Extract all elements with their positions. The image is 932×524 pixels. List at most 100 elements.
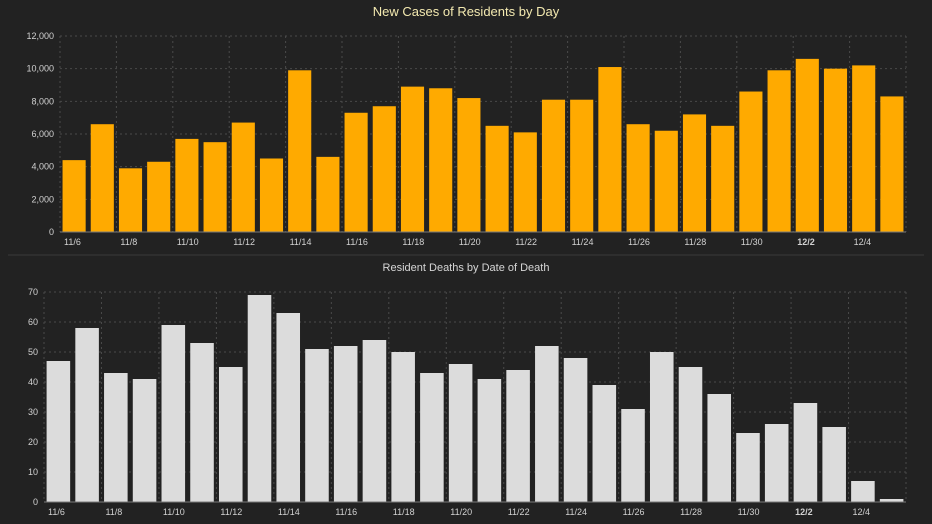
deaths-bar-12-2[interactable] (793, 403, 818, 502)
cases-bar-11-17[interactable] (372, 106, 396, 232)
deaths-bar-12-5[interactable] (879, 499, 904, 502)
deaths-bar-11-29[interactable] (707, 394, 732, 502)
deaths-x-tick-label: 12/4 (853, 507, 871, 517)
cases-bar-11-19[interactable] (429, 88, 453, 233)
cases-y-tick-label: 10,000 (26, 64, 54, 74)
deaths-bar-11-18[interactable] (391, 352, 415, 502)
deaths-bar-12-4[interactable] (851, 481, 875, 502)
deaths-bar-11-26[interactable] (621, 409, 645, 502)
deaths-bar-12-1[interactable] (764, 424, 789, 502)
cases-x-tick-label: 11/30 (741, 237, 763, 247)
deaths-bar-11-7[interactable] (75, 328, 99, 502)
cases-bar-11-16[interactable] (344, 112, 368, 232)
cases-x-tick-label: 11/8 (120, 237, 137, 247)
deaths-bar-11-12[interactable] (218, 367, 243, 502)
cases-bar-11-15[interactable] (316, 156, 340, 232)
cases-bar-11-27[interactable] (654, 130, 678, 232)
deaths-y-tick-label: 50 (28, 347, 38, 357)
deaths-x-tick-label: 11/22 (508, 507, 530, 517)
deaths-x-tick-label: 11/10 (163, 507, 185, 517)
cases-bar-12-1[interactable] (767, 70, 791, 232)
cases-bar-11-10[interactable] (175, 138, 199, 232)
cases-bar-11-12[interactable] (231, 122, 255, 232)
deaths-chart-title: Resident Deaths by Date of Death (383, 262, 550, 274)
cases-x-tick-label: 11/22 (515, 237, 537, 247)
cases-y-tick-label: 6,000 (31, 129, 54, 139)
deaths-bar-11-11[interactable] (190, 343, 214, 502)
cases-bar-11-13[interactable] (259, 158, 284, 233)
deaths-x-tick-label: 11/14 (278, 507, 300, 517)
deaths-bar-12-3[interactable] (822, 427, 846, 502)
new-cases-chart: New Cases of Residents by Day 0 2,000 4,000… (26, 4, 907, 247)
deaths-bar-11-24[interactable] (563, 358, 588, 502)
cases-bar-11-20[interactable] (457, 98, 481, 232)
deaths-bar-11-23[interactable] (535, 346, 559, 502)
cases-bar-12-2[interactable] (795, 58, 819, 233)
deaths-y-tick-label: 70 (28, 287, 38, 297)
deaths-bar-11-27[interactable] (649, 352, 674, 502)
cases-bar-11-24[interactable] (570, 99, 594, 232)
deaths-x-tick-label: 11/8 (105, 507, 122, 517)
deaths-x-tick-label: 11/16 (335, 507, 357, 517)
cases-bar-11-21[interactable] (485, 125, 509, 232)
cases-bar-11-11[interactable] (203, 142, 227, 232)
deaths-bar-11-20[interactable] (448, 364, 473, 502)
cases-y-tick-label: 12,000 (26, 31, 54, 41)
cases-x-tick-label: 11/28 (684, 237, 706, 247)
deaths-x-tick-label: 12/2 (795, 507, 813, 517)
deaths-bar-11-15[interactable] (305, 349, 329, 502)
cases-x-tick-label: 11/24 (572, 237, 594, 247)
cases-bar-11-14[interactable] (288, 70, 312, 232)
cases-bar-11-29[interactable] (711, 125, 735, 232)
cases-bar-11-28[interactable] (682, 114, 707, 232)
deaths-bar-11-14[interactable] (276, 313, 301, 502)
cases-x-tick-label: 11/18 (402, 237, 424, 247)
cases-y-tick-label: 8,000 (31, 96, 54, 106)
deaths-bar-11-28[interactable] (678, 367, 703, 502)
deaths-x-tick-label: 11/30 (738, 507, 760, 517)
cases-bar-11-7[interactable] (90, 124, 114, 232)
deaths-bar-11-9[interactable] (132, 379, 157, 502)
deaths-bar-11-17[interactable] (362, 340, 387, 502)
deaths-y-tick-label: 40 (28, 377, 38, 387)
cases-bar-11-6[interactable] (62, 160, 86, 232)
cases-bar-11-26[interactable] (626, 124, 650, 232)
deaths-bar-11-22[interactable] (506, 370, 530, 502)
cases-bar-12-4[interactable] (852, 65, 876, 233)
cases-bar-11-8[interactable] (118, 168, 143, 232)
deaths-bar-11-30[interactable] (736, 433, 760, 502)
cases-bar-12-3[interactable] (823, 68, 848, 232)
deaths-x-tick-label: 11/26 (623, 507, 645, 517)
deaths-bar-11-8[interactable] (104, 373, 128, 502)
deaths-bar-11-13[interactable] (247, 295, 272, 502)
cases-bar-11-22[interactable] (513, 132, 537, 232)
deaths-bar-11-16[interactable] (333, 346, 358, 502)
cases-bar-11-25[interactable] (598, 67, 622, 232)
deaths-bar-11-25[interactable] (592, 385, 617, 502)
cases-x-tick-label: 11/12 (233, 237, 255, 247)
cases-x-tick-label: 11/26 (628, 237, 650, 247)
cases-bar-11-18[interactable] (400, 86, 425, 232)
deaths-y-tick-label: 60 (28, 317, 38, 327)
cases-bar-11-9[interactable] (147, 161, 171, 232)
cases-y-tick-label: 2,000 (31, 194, 54, 204)
deaths-y-tick-label: 10 (28, 467, 38, 477)
deaths-x-tick-label: 11/20 (450, 507, 472, 517)
cases-y-tick-label: 4,000 (31, 162, 54, 172)
cases-bar-12-5[interactable] (880, 96, 904, 233)
deaths-y-tick-label: 0 (33, 497, 38, 507)
cases-x-tick-label: 11/6 (64, 237, 81, 247)
deaths-bar-11-21[interactable] (477, 379, 502, 502)
cases-bar-11-30[interactable] (739, 91, 763, 232)
deaths-x-tick-label: 11/28 (680, 507, 702, 517)
deaths-bar-11-6[interactable] (46, 361, 71, 502)
deaths-x-tick-label: 11/18 (393, 507, 415, 517)
cases-x-tick-label: 11/16 (346, 237, 368, 247)
cases-x-tick-label: 11/10 (177, 237, 199, 247)
cases-bar-11-23[interactable] (541, 99, 566, 232)
deaths-bar-11-10[interactable] (161, 325, 186, 502)
deaths-x-tick-label: 11/12 (220, 507, 242, 517)
deaths-bar-11-19[interactable] (420, 373, 444, 502)
